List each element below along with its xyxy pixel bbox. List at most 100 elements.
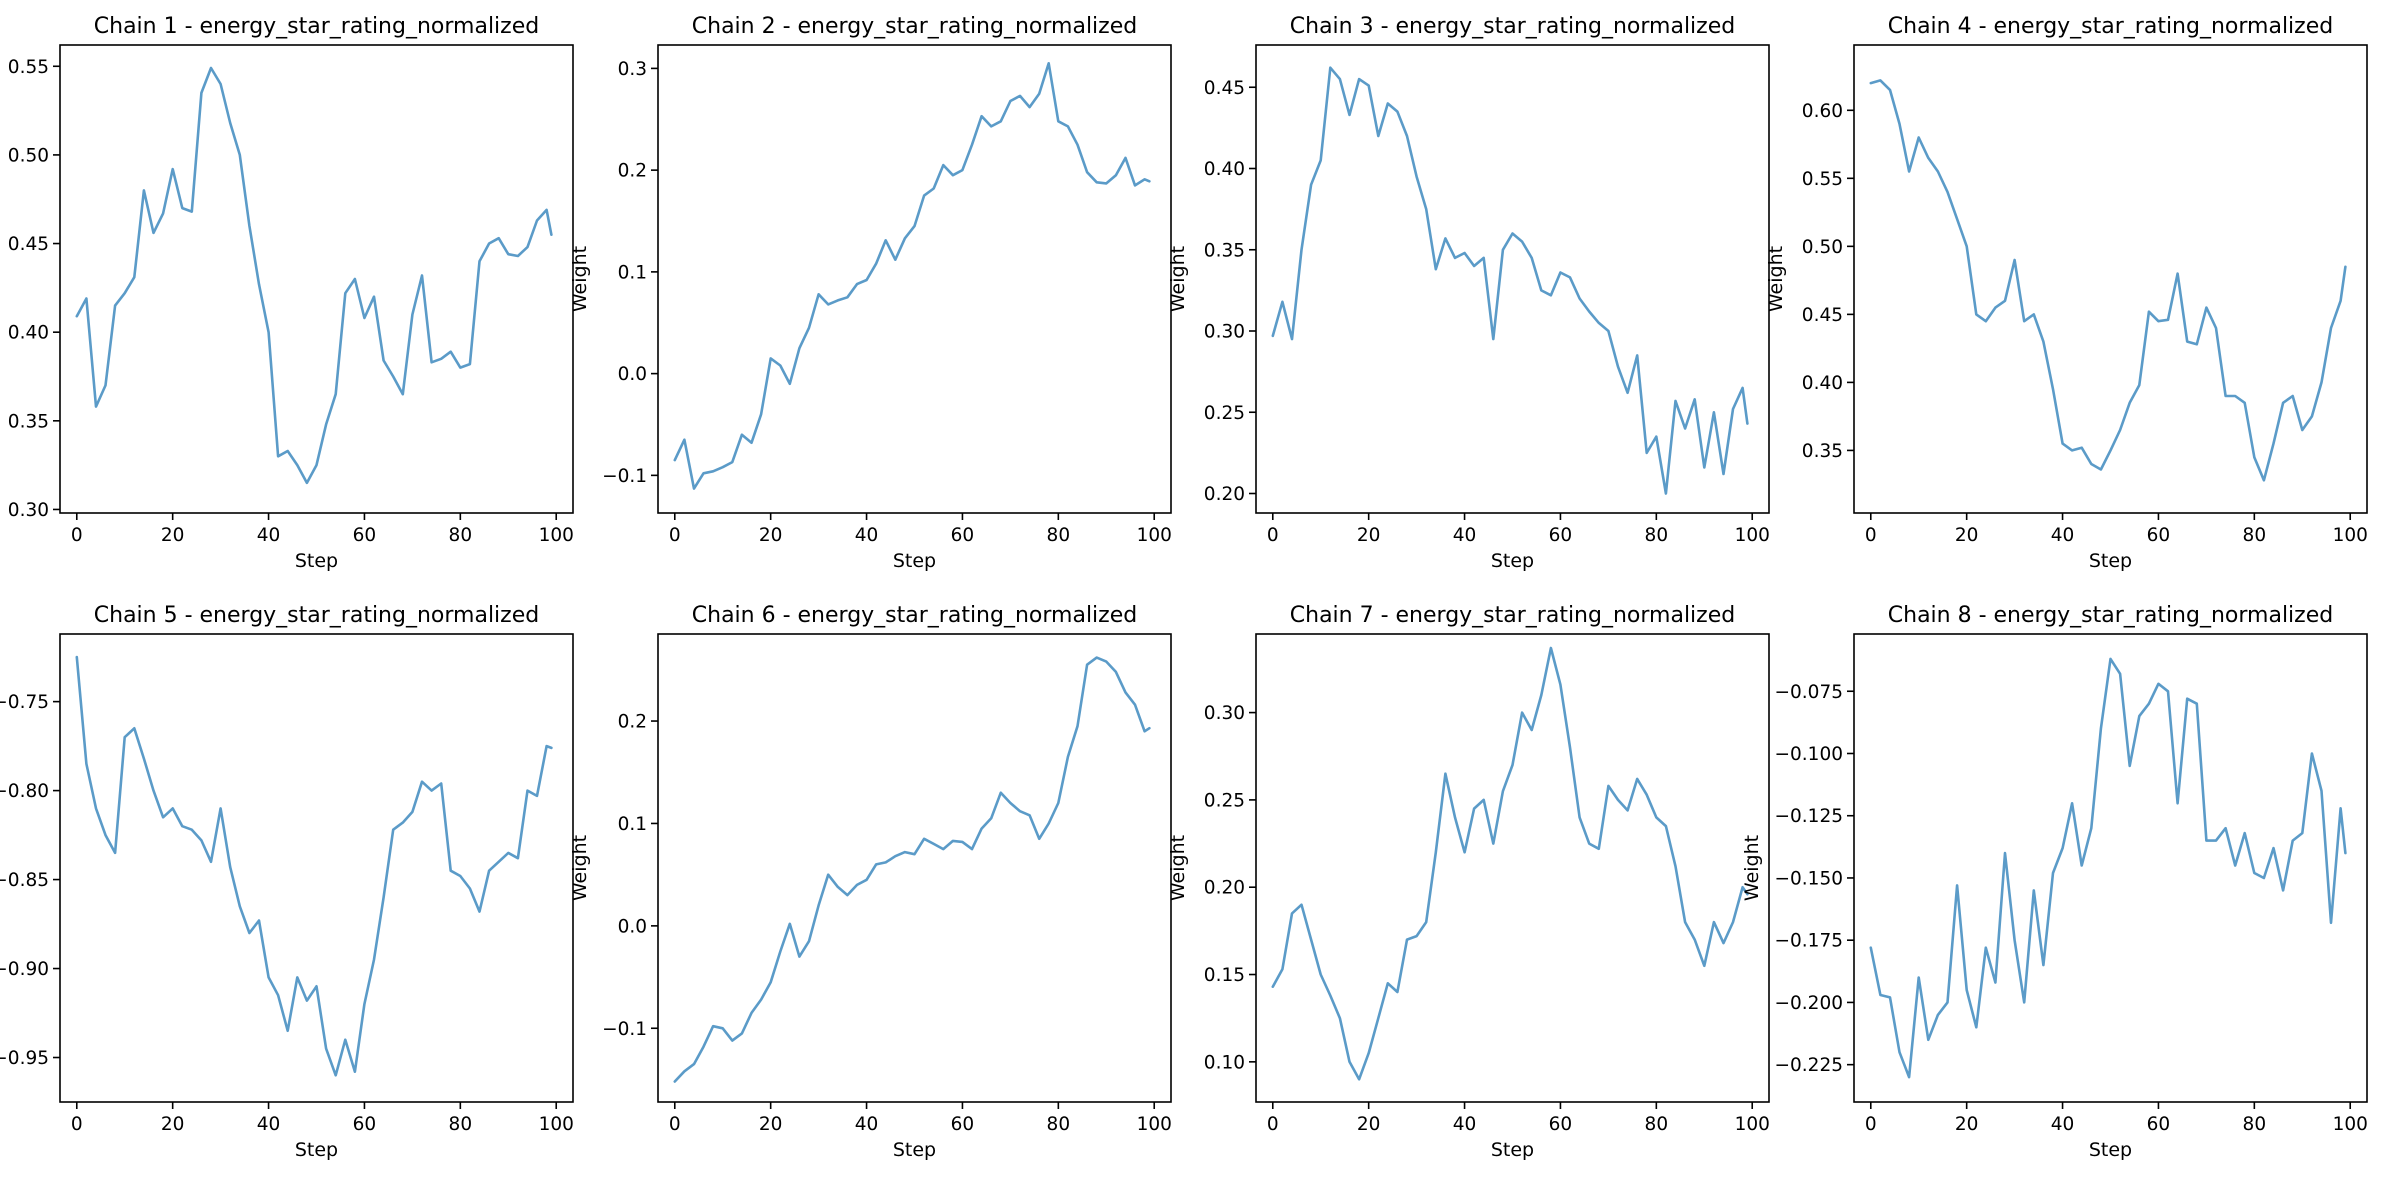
series-line-5 [75,655,553,1077]
chart-panel-8: Chain 8 - energy_star_rating_normalized 0… [1741,603,2368,1161]
y-tick-label: −0.200 [1775,993,1843,1014]
x-tick-label: 20 [1357,1114,1381,1135]
x-tick-label: 20 [1955,1114,1979,1135]
y-tick-label: 0.35 [8,411,49,432]
x-tick-label: 40 [1453,525,1477,546]
y-tick-label: −0.150 [1775,868,1843,889]
x-tick-label: 60 [1549,525,1573,546]
y-tick-label: 0.40 [8,323,49,344]
y-tick-label: −0.95 [0,1048,49,1069]
plot-frame-6 [657,633,1172,1103]
chart-panel-4: Chain 4 - energy_star_rating_normalized 0… [1765,14,2368,572]
x-tick-label: 20 [759,525,783,546]
x-tick-label: 40 [257,1114,281,1135]
y-tick-label: 0.35 [1204,240,1245,261]
x-tick-label: 40 [257,525,281,546]
y-axis-label-7: Weight [1167,835,1189,901]
x-tick-label: 20 [161,1114,185,1135]
x-tick-label: 80 [449,1114,473,1135]
x-tick-label: 60 [951,1114,975,1135]
y-tick-label: −0.1 [602,466,647,487]
chart-title-1: Chain 1 - energy_star_rating_normalized [94,14,539,39]
y-tick-label: 0.30 [1204,703,1245,724]
x-axis-label-5: Step [295,1139,338,1161]
y-tick-label: 0.45 [1802,305,1843,326]
x-tick-label: 40 [1453,1114,1477,1135]
chart-panel-7: Chain 7 - energy_star_rating_normalized 0… [1167,603,1770,1161]
series-line-6 [673,656,1151,1083]
y-tick-label: −0.075 [1775,682,1843,703]
y-tick-label: 0.2 [618,712,647,733]
x-tick-label: 0 [71,525,83,546]
x-axis-label-8: Step [2089,1139,2132,1161]
series-line-1 [75,66,553,485]
chart-title-4: Chain 4 - energy_star_rating_normalized [1888,14,2333,39]
x-tick-label: 20 [1357,525,1381,546]
x-tick-label: 100 [1735,525,1770,546]
plot-frame-8 [1853,633,2368,1103]
series-line-8 [1869,657,2347,1079]
x-tick-label: 80 [2243,525,2267,546]
x-tick-label: 40 [855,525,879,546]
y-axis-label-3: Weight [1167,246,1189,312]
chart-title-2: Chain 2 - energy_star_rating_normalized [692,14,1137,39]
y-tick-label: −0.175 [1775,931,1843,952]
x-tick-label: 0 [1865,1114,1877,1135]
y-tick-label: 0.1 [618,814,647,835]
chart-panel-3: Chain 3 - energy_star_rating_normalized 0… [1167,14,1770,572]
y-axis-label-4: Weight [1765,246,1787,312]
x-tick-label: 60 [353,525,377,546]
series-line-2 [673,61,1151,490]
y-tick-label: 0.1 [618,262,647,283]
x-tick-label: 80 [1645,525,1669,546]
x-tick-label: 100 [539,525,574,546]
series-line-3 [1271,66,1749,495]
y-tick-label: 0.30 [8,500,49,521]
plot-frame-5 [59,633,574,1103]
plot-frame-7 [1255,633,1770,1103]
x-tick-label: 40 [855,1114,879,1135]
x-axis-label-3: Step [1491,550,1534,572]
x-tick-label: 60 [1549,1114,1573,1135]
x-tick-label: 60 [2147,525,2171,546]
x-tick-label: 60 [951,525,975,546]
x-axis-label-2: Step [893,550,936,572]
x-tick-label: 0 [669,525,681,546]
y-tick-label: −0.80 [0,781,49,802]
x-tick-label: 40 [2051,525,2075,546]
y-tick-label: 0.10 [1204,1052,1245,1073]
x-tick-label: 80 [1645,1114,1669,1135]
plot-frame-1 [59,44,574,514]
y-tick-label: 0.55 [1802,169,1843,190]
y-tick-label: 0.25 [1204,790,1245,811]
x-tick-label: 60 [2147,1114,2171,1135]
x-tick-label: 0 [1865,525,1877,546]
y-tick-label: 0.40 [1204,159,1245,180]
plot-frame-4 [1853,44,2368,514]
chart-panel-6: Chain 6 - energy_star_rating_normalized 0… [569,603,1172,1161]
y-tick-label: −0.90 [0,959,49,980]
x-tick-label: 20 [1955,525,1979,546]
y-tick-label: 0.30 [1204,322,1245,343]
y-tick-label: 0.20 [1204,878,1245,899]
y-tick-label: −0.225 [1775,1055,1843,1076]
y-tick-label: 0.45 [8,234,49,255]
y-tick-label: 0.55 [8,57,49,78]
x-tick-label: 80 [449,525,473,546]
y-tick-label: −0.85 [0,870,49,891]
y-axis-label-2: Weight [569,246,591,312]
y-tick-label: −0.75 [0,692,49,713]
x-tick-label: 80 [1047,525,1071,546]
y-tick-label: 0.0 [618,916,647,937]
y-tick-label: 0.3 [618,59,647,80]
chart-panel-5: Chain 5 - energy_star_rating_normalized 0… [0,603,574,1161]
chart-panel-1: Chain 1 - energy_star_rating_normalized 0… [8,14,574,572]
chart-title-6: Chain 6 - energy_star_rating_normalized [692,603,1137,628]
y-tick-label: −0.125 [1775,806,1843,827]
x-tick-label: 0 [1267,1114,1279,1135]
chart-title-3: Chain 3 - energy_star_rating_normalized [1290,14,1735,39]
y-tick-label: 0.50 [1802,237,1843,258]
y-tick-label: 0.60 [1802,101,1843,122]
x-tick-label: 20 [759,1114,783,1135]
chart-panel-2: Chain 2 - energy_star_rating_normalized 0… [569,14,1172,572]
